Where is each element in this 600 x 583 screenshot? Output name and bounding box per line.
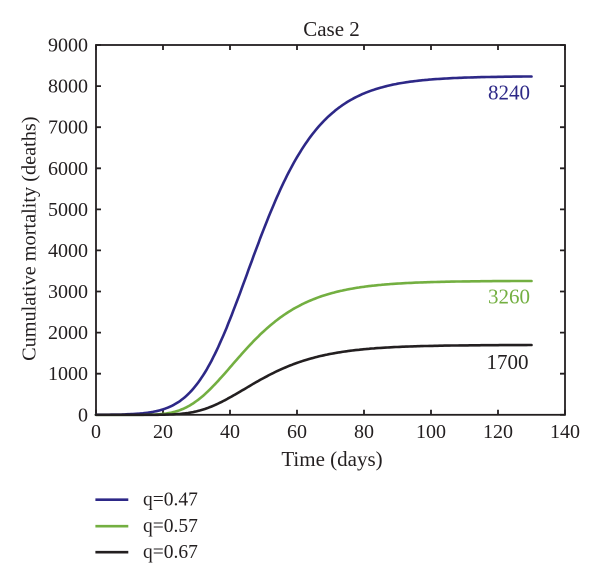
svg-text:9000: 9000 xyxy=(48,35,88,57)
svg-text:3260: 3260 xyxy=(488,285,530,309)
svg-text:1700: 1700 xyxy=(487,350,529,374)
svg-text:Case 2: Case 2 xyxy=(303,17,360,41)
svg-text:7000: 7000 xyxy=(48,117,88,139)
svg-text:q=0.47: q=0.47 xyxy=(143,490,198,511)
svg-text:4000: 4000 xyxy=(48,240,88,262)
svg-text:8240: 8240 xyxy=(488,81,530,105)
svg-text:60: 60 xyxy=(287,421,307,443)
svg-text:40: 40 xyxy=(220,421,240,443)
svg-text:6000: 6000 xyxy=(48,158,88,180)
svg-text:0: 0 xyxy=(91,421,101,443)
svg-text:q=0.57: q=0.57 xyxy=(143,516,198,537)
svg-text:q=0.67: q=0.67 xyxy=(143,542,198,563)
svg-text:Time (days): Time (days) xyxy=(281,447,382,471)
svg-text:1000: 1000 xyxy=(48,363,88,385)
svg-text:8000: 8000 xyxy=(48,76,88,98)
svg-text:0: 0 xyxy=(78,404,88,426)
svg-text:140: 140 xyxy=(550,421,580,443)
svg-text:100: 100 xyxy=(416,421,446,443)
svg-text:2000: 2000 xyxy=(48,322,88,344)
svg-text:Cumulative mortality (deaths): Cumulative mortality (deaths) xyxy=(19,116,41,360)
svg-text:20: 20 xyxy=(153,421,173,443)
svg-text:5000: 5000 xyxy=(48,199,88,221)
svg-text:80: 80 xyxy=(354,421,374,443)
svg-text:3000: 3000 xyxy=(48,281,88,303)
svg-text:120: 120 xyxy=(483,421,513,443)
